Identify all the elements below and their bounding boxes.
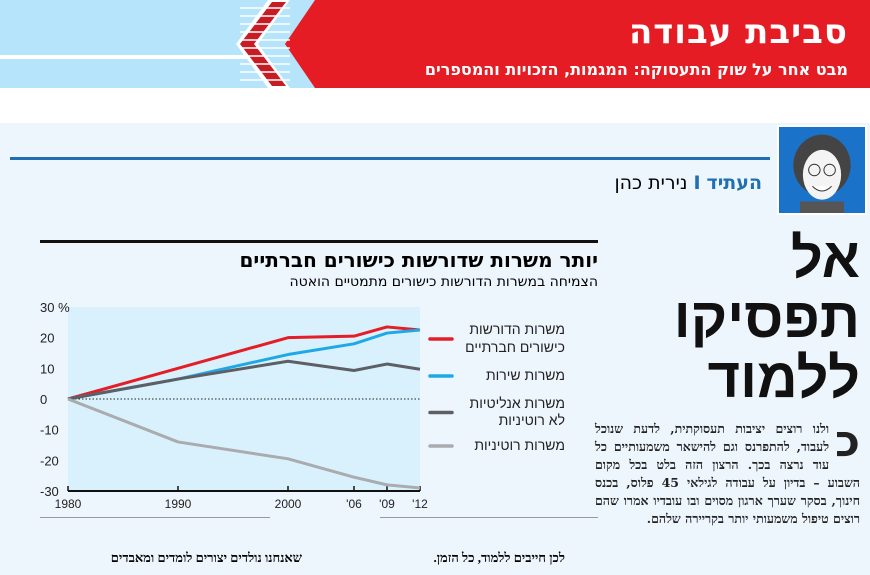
drop-cap: כ [835, 416, 860, 467]
column-text: שאנחנו נולדים יצורים לומדים ומאבדים [110, 550, 302, 565]
series-line [67, 359, 421, 401]
byline-author: נירית כהן [614, 172, 688, 194]
legend-label: משרות שירות [486, 367, 565, 383]
y-tick-label: -20 [40, 453, 59, 468]
legend-label: משרות אנליטיות [470, 395, 565, 411]
y-tick-label: 20 [40, 331, 54, 346]
y-tick-label: -10 [40, 423, 59, 438]
legend-label: משרות הדורשות [469, 321, 565, 337]
article-headline: אל תפסיקו ללמוד [610, 228, 860, 408]
byline-section: העתיד [706, 172, 762, 194]
chart-title: יותר משרות שדורשות כישורים חברתיים [239, 248, 599, 272]
legend-label: לא רוטיניות [499, 412, 565, 428]
column-text: לכן חייבים ללמוד, כל הזמן. [433, 550, 565, 565]
author-portrait [777, 125, 867, 215]
series-line [67, 397, 421, 490]
headline-line: אל [790, 226, 860, 289]
article-body: כ ולנו רוצים יציבות תעסוקתית, לדעת שנוכל … [595, 420, 860, 528]
y-tick-label: 10 [40, 361, 54, 376]
x-tick-label: 1980 [55, 497, 82, 511]
body-text: ולנו רוצים יציבות תעסוקתית, לדעת שנוכל ל… [595, 421, 861, 526]
y-tick-label: 30 % [40, 300, 70, 315]
column-rule [380, 517, 598, 518]
legend-label: משרות רוטיניות [474, 437, 565, 453]
x-tick-label: '12 [412, 497, 428, 511]
legend-label: כישורים חברתיים [465, 339, 565, 355]
byline-rule [10, 157, 770, 160]
white-band [0, 88, 870, 123]
header-stripe [0, 55, 260, 59]
x-tick-label: '09 [379, 497, 395, 511]
section-title: סביבת עבודה [628, 12, 848, 52]
x-tick-label: '06 [346, 497, 362, 511]
series-line [67, 325, 421, 401]
header-red-band [285, 0, 870, 88]
section-subtitle: מבט אחר על שוק התעסוקה: המגמות, הזכויות … [424, 60, 848, 79]
y-tick-label: -30 [40, 484, 59, 499]
chart-rule [40, 240, 598, 243]
x-tick-label: 2000 [275, 497, 302, 511]
headline-line: תפסיקו [673, 286, 860, 349]
chevron-stripes-decoration [236, 0, 290, 88]
y-tick-label: 0 [40, 392, 47, 407]
byline-separator: I [693, 172, 701, 194]
byline: העתידIנירית כהן [614, 172, 762, 194]
headline-line: ללמוד [707, 346, 860, 409]
chart-subtitle: הצמיחה במשרות הדורשות כישורים מתמטיים הו… [289, 274, 599, 290]
section-header: סביבת עבודה מבט אחר על שוק התעסוקה: המגמ… [0, 0, 870, 88]
column-rule [40, 517, 270, 518]
x-tick-label: 1990 [165, 497, 192, 511]
